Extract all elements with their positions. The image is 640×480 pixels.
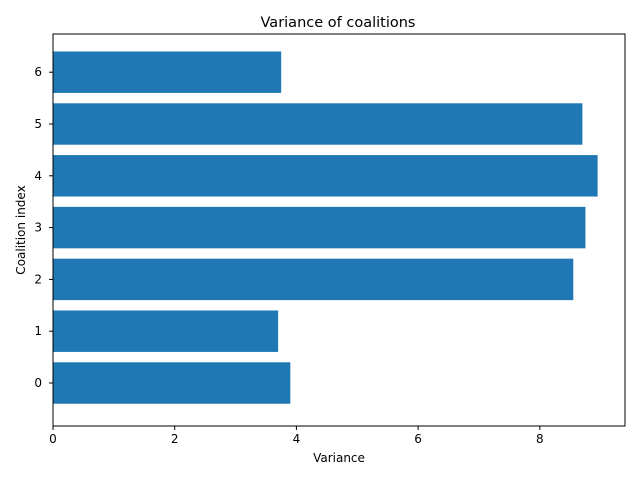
bar-coalition-4 xyxy=(53,155,598,197)
bar-coalition-1 xyxy=(53,310,279,352)
bar-coalition-5 xyxy=(53,103,583,145)
bar-coalition-0 xyxy=(53,362,291,404)
y-tick-label: 6 xyxy=(34,65,42,79)
chart-title: Variance of coalitions xyxy=(261,15,416,31)
x-tick-label: 2 xyxy=(171,432,179,446)
bar-coalition-3 xyxy=(53,206,586,249)
bars-group xyxy=(53,51,598,404)
y-tick-label: 4 xyxy=(34,169,42,183)
bar-coalition-6 xyxy=(53,51,282,93)
y-axis-label: Coalition index xyxy=(14,185,28,274)
x-ticks-group: 0 2 4 6 8 xyxy=(49,426,544,446)
x-tick-label: 6 xyxy=(414,432,422,446)
plot-frame xyxy=(52,33,626,427)
x-tick-label: 0 xyxy=(49,432,57,446)
x-axis-label: Variance xyxy=(313,451,365,465)
y-tick-label: 1 xyxy=(34,324,42,338)
y-tick-label: 3 xyxy=(34,221,42,235)
bar-coalition-2 xyxy=(53,258,574,301)
y-tick-label: 5 xyxy=(34,117,42,131)
x-tick-label: 8 xyxy=(536,432,544,446)
y-tick-label: 2 xyxy=(34,272,42,286)
y-tick-label: 0 xyxy=(34,376,42,390)
x-tick-label: 4 xyxy=(293,432,301,446)
y-ticks-group: 0 1 2 3 4 5 6 xyxy=(34,65,53,390)
